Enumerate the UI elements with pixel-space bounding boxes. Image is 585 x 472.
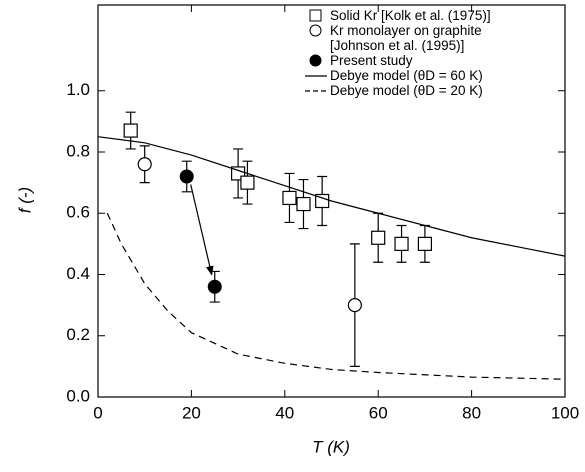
legend-item: Solid Kr [Kolk et al. (1975)] bbox=[304, 8, 560, 23]
data-series bbox=[137, 145, 362, 367]
legend-icon bbox=[305, 75, 327, 77]
legend-item: Present study bbox=[304, 53, 560, 68]
data-point bbox=[282, 190, 297, 206]
x-tick-label: 0 bbox=[93, 403, 102, 422]
legend-icon bbox=[309, 24, 322, 37]
legend-marker bbox=[309, 9, 322, 22]
y-tick-label: 0.8 bbox=[66, 141, 90, 160]
legend-label: Present study bbox=[330, 53, 413, 68]
data-point bbox=[179, 169, 194, 184]
legend-item: Kr monolayer on graphite [Johnson et al.… bbox=[304, 23, 560, 53]
legend-label: Kr monolayer on graphite [Johnson et al.… bbox=[330, 23, 482, 53]
model-curve bbox=[97, 136, 566, 257]
legend: Solid Kr [Kolk et al. (1975)] Kr monolaye… bbox=[304, 8, 560, 98]
plot-frame bbox=[97, 4, 566, 398]
y-tick-label: 0.6 bbox=[66, 203, 90, 222]
data-series bbox=[123, 111, 432, 263]
x-tick-label: 40 bbox=[275, 403, 294, 422]
data-point bbox=[240, 175, 255, 190]
data-point bbox=[137, 157, 152, 172]
x-tick-label: 20 bbox=[182, 403, 201, 422]
y-tick-label: 0.2 bbox=[66, 325, 90, 344]
y-axis-label: f (-) bbox=[15, 187, 34, 213]
data-series bbox=[179, 160, 222, 303]
data-point bbox=[123, 123, 138, 138]
legend-icon bbox=[309, 54, 322, 67]
x-tick-label: 100 bbox=[551, 403, 579, 422]
y-tick-label: 0.0 bbox=[66, 386, 90, 405]
x-tick-label: 80 bbox=[462, 403, 481, 422]
data-point bbox=[347, 298, 362, 313]
legend-label: Solid Kr [Kolk et al. (1975)] bbox=[330, 8, 491, 23]
legend-label: Debye model (θD = 20 K) bbox=[330, 83, 483, 98]
data-point bbox=[394, 236, 409, 251]
legend-icon bbox=[305, 90, 327, 92]
legend-label: Debye model (θD = 60 K) bbox=[330, 68, 483, 83]
data-point bbox=[296, 196, 311, 212]
data-point bbox=[417, 236, 432, 251]
legend-item: Debye model (θD = 20 K) bbox=[304, 83, 560, 98]
y-tick-label: 1.0 bbox=[66, 80, 90, 99]
legend-marker bbox=[309, 24, 322, 37]
legend-marker bbox=[309, 54, 322, 67]
legend-item: Debye model (θD = 60 K) bbox=[304, 68, 560, 83]
data-point bbox=[371, 230, 386, 245]
model-curve bbox=[106, 213, 566, 380]
y-tick-label: 0.4 bbox=[66, 264, 90, 283]
data-point bbox=[315, 193, 330, 209]
x-axis-label: T (K) bbox=[312, 437, 350, 456]
arrow bbox=[190, 184, 214, 276]
x-tick-label: 60 bbox=[369, 403, 388, 422]
data-point bbox=[207, 279, 222, 294]
legend-icon bbox=[309, 9, 322, 22]
